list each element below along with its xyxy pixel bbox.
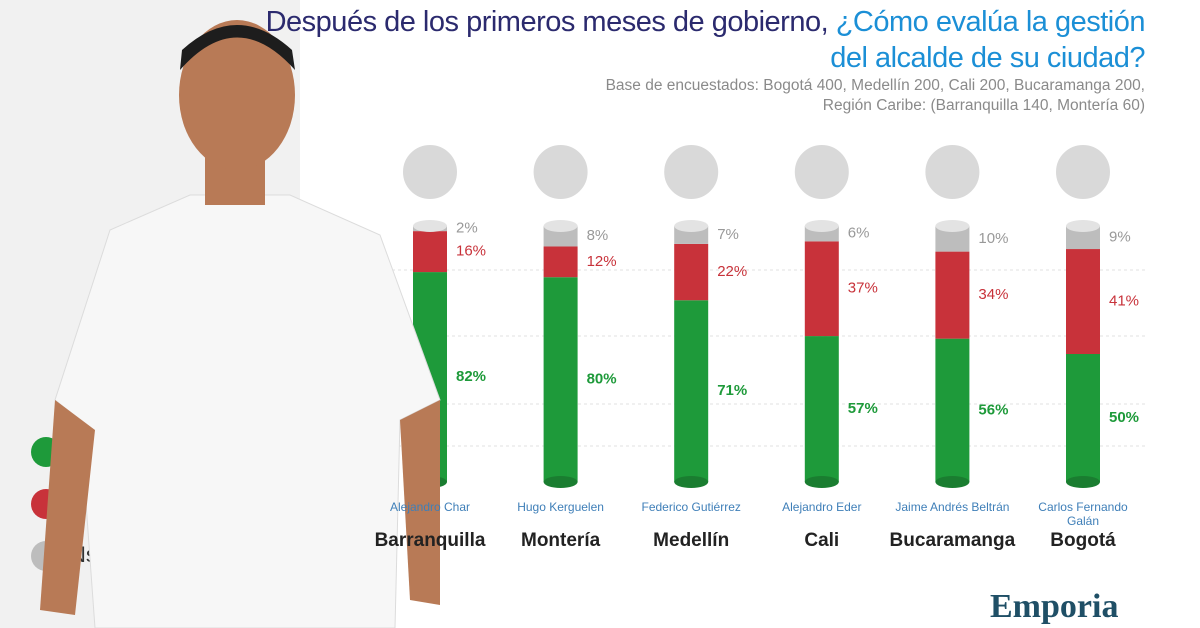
bar-cap [543,220,578,232]
value-label: 12% [587,253,617,270]
bar-segment [1066,354,1100,482]
bar-cap [1066,220,1100,232]
candidate-photo [662,143,721,201]
bar-base [804,476,839,488]
candidate-name: Hugo Kerguelen [517,500,604,514]
x-tick-label: Bogotá [1050,530,1116,551]
value-label: 22% [717,263,747,280]
bar-cap [935,220,970,232]
bar-base [413,476,447,488]
candidate-name: Alejandro Char [389,500,471,514]
value-label: 8% [587,227,609,244]
bar-segment [413,231,447,273]
x-tick-label: Barranquilla [374,530,486,551]
candidate-photo [531,143,590,201]
decor-lines [380,269,1145,447]
value-label: 34% [978,286,1008,303]
bar-segment [674,300,709,482]
bar-cap [804,220,839,232]
candidate-photo [792,143,851,201]
value-label: 16% [456,243,486,260]
legend-swatch [31,541,61,571]
bar-segment [804,336,839,482]
candidate-name: Alejandro Eder [782,500,862,514]
bar-segment [543,277,578,482]
value-label: 50% [1109,409,1139,426]
bar-base [935,476,970,488]
value-label: 6% [848,225,870,242]
bar-segment [1066,249,1100,354]
x-tick-label: Bucaramanga [889,530,1016,551]
title-part1: Después de los primeros meses de gobiern… [265,6,829,38]
value-label: 82% [456,368,486,385]
value-label: 57% [848,400,878,417]
bar-base [543,476,578,488]
bar-cap [413,220,447,232]
bar-segment [1066,226,1100,250]
x-tick-label: Cali [804,530,840,551]
value-label: 37% [848,280,878,297]
value-label: 56% [978,401,1008,418]
x-tick-label: Montería [521,530,601,551]
candidate-name: Federico Gutiérrez [641,500,741,514]
bar-segment [935,251,970,339]
value-label: 80% [587,371,617,388]
value-label: 2% [456,220,478,237]
title-part2: ¿Cómo evalúa la gestión del alcalde de s… [830,6,1145,74]
logo: Emporia [990,588,1119,625]
bar-base [674,476,709,488]
candidate-name: Carlos Fernando Galán [1038,500,1128,528]
legend-swatch [31,489,61,519]
legend-swatch [31,437,61,467]
bar-segment [804,241,839,337]
value-label: 7% [717,226,739,243]
candidate-photo [1054,143,1112,201]
legend-label: Ns/N [70,542,119,567]
candidate-name: Jaime Andrés Beltrán [895,500,1010,514]
title: Después de los primeros meses de gobiern… [265,4,1146,76]
candidate-photo [401,143,459,201]
value-label: 41% [1109,292,1139,309]
bar-base [1066,476,1100,488]
background-panel [0,0,300,628]
subtitle: Base de encuestados: Bogotá 400, Medellí… [605,77,1145,94]
bar-segment [413,272,447,482]
bar-segment [935,338,970,482]
subtitle: Región Caribe: (Barranquilla 140, Monter… [822,97,1145,114]
candidate-photo [923,143,982,201]
x-tick-label: Medellín [653,530,730,551]
bar-cap [674,220,709,232]
bar-segment [674,243,709,301]
value-label: 10% [978,230,1008,247]
value-label: 71% [717,382,747,399]
bar-segment [543,246,578,278]
value-label: 9% [1109,228,1131,245]
legend-label: vo [70,438,93,463]
legend-label: esf [70,490,100,515]
